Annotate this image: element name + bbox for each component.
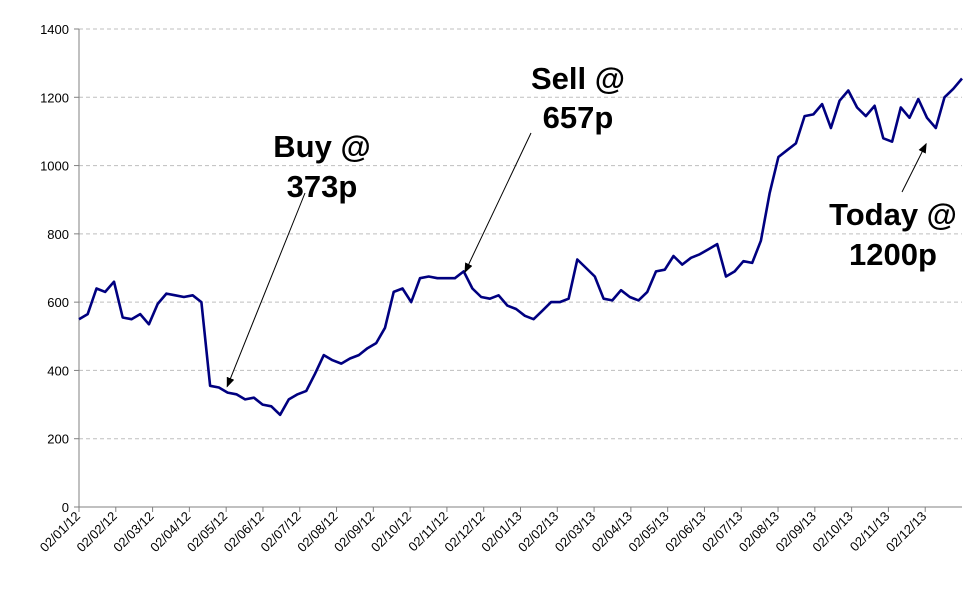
annotation-arrow	[226, 192, 306, 388]
annotation-label: Buy @	[273, 129, 370, 164]
y-tick-label: 800	[47, 227, 69, 242]
annotation-price: 657p	[543, 100, 614, 135]
annotation-price: 373p	[287, 169, 358, 204]
y-tick-label: 1000	[40, 159, 69, 174]
y-tick-label: 600	[47, 295, 69, 310]
y-tick-label: 1400	[40, 22, 69, 37]
annotation-arrow	[901, 142, 927, 193]
x-axis-tick-labels: 02/01/1202/02/1202/03/1202/04/1202/05/12…	[37, 509, 930, 555]
annotations: Buy @ 373p Sell @ 657p Today @ 1200p	[226, 61, 957, 388]
y-tick-label: 200	[47, 432, 69, 447]
axes	[74, 28, 962, 512]
y-tick-label: 400	[47, 363, 69, 378]
series-line	[78, 77, 963, 417]
gridlines	[79, 28, 962, 440]
x-tick-label: 02/10/13	[809, 509, 855, 555]
annotation-label: Today @	[829, 197, 957, 232]
annotation-sell: Sell @ 657p	[464, 61, 625, 274]
annotation-price: 1200p	[849, 237, 937, 272]
annotation-label: Sell @	[531, 61, 625, 96]
y-tick-label: 0	[62, 500, 69, 515]
series-layer	[78, 77, 963, 417]
annotation-today: Today @ 1200p	[829, 142, 957, 272]
annotation-buy: Buy @ 373p	[226, 129, 371, 388]
x-tick-label: 02/10/12	[368, 509, 414, 555]
y-axis-tick-labels: 0 200 400 600 800 1000 1200 1400	[40, 22, 69, 515]
y-tick-label: 1200	[40, 90, 69, 105]
annotation-arrow	[464, 132, 532, 274]
x-tick-label: 02/12/13	[883, 509, 929, 555]
